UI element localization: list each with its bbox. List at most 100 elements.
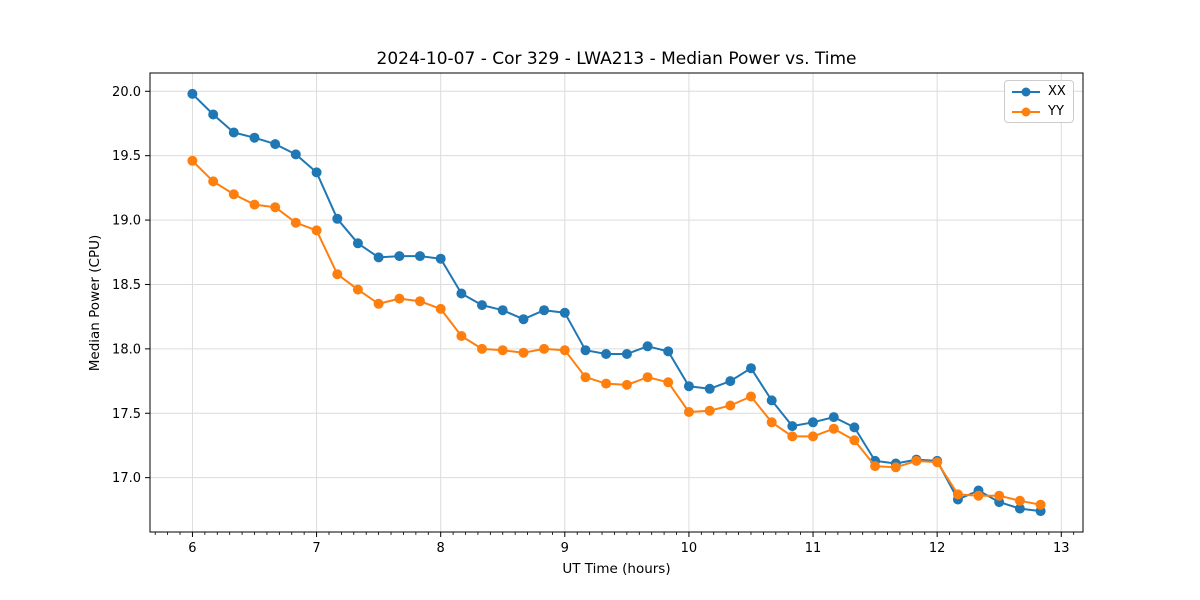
data-point: [663, 377, 674, 388]
data-point: [601, 378, 612, 389]
x-tick-label: 12: [929, 541, 946, 556]
data-point: [187, 88, 198, 99]
data-point: [435, 253, 446, 264]
data-point: [497, 345, 508, 356]
plot-border: [149, 72, 1084, 533]
data-point: [849, 435, 860, 446]
data-point: [663, 346, 674, 357]
legend-item-XX: XX: [1011, 82, 1073, 102]
data-point: [187, 155, 198, 166]
data-point: [270, 139, 281, 150]
data-point: [477, 343, 487, 354]
x-tick-label: 10: [681, 541, 698, 556]
data-point: [621, 379, 632, 390]
data-point: [518, 314, 529, 325]
data-point: [932, 457, 943, 468]
data-point: [352, 284, 363, 295]
data-point: [704, 383, 715, 394]
data-point: [373, 252, 384, 263]
data-point: [415, 251, 425, 262]
data-point: [621, 349, 632, 359]
data-point: [746, 391, 756, 402]
y-tick-label: 20.0: [112, 85, 141, 100]
data-point: [766, 417, 777, 428]
legend-line-marker-icon: [1012, 87, 1040, 96]
data-point: [394, 251, 405, 262]
data-point: [683, 407, 694, 417]
y-tick-label: 17.0: [112, 471, 141, 486]
data-point: [911, 455, 922, 466]
series-markers-YY: [187, 155, 1046, 510]
x-tick-label: 11: [805, 541, 822, 556]
x-tick-label: 8: [437, 541, 445, 556]
data-point: [559, 307, 570, 318]
data-point: [580, 372, 591, 383]
data-point: [208, 109, 219, 120]
data-point: [890, 462, 901, 473]
data-point: [270, 202, 281, 213]
data-point: [373, 298, 384, 309]
y-tick-label: 18.5: [112, 278, 141, 293]
data-point: [725, 400, 736, 411]
data-point: [683, 381, 694, 392]
data-point: [808, 431, 818, 442]
y-axis-label: Median Power (CPU): [87, 234, 103, 372]
data-point: [228, 189, 239, 200]
data-point: [828, 423, 839, 434]
chart-title: 2024-10-07 - Cor 329 - LWA213 - Median P…: [376, 49, 857, 69]
data-point: [332, 213, 343, 224]
x-tick-label: 13: [1053, 541, 1070, 556]
data-point: [394, 293, 405, 304]
legend-label-YY: YY: [1048, 104, 1064, 119]
x-axis-label: UT Time (hours): [562, 561, 671, 577]
data-point: [228, 127, 239, 138]
data-point: [849, 422, 860, 433]
data-point: [601, 349, 612, 359]
data-point: [311, 167, 322, 178]
data-point: [249, 199, 260, 210]
legend-item-YY: YY: [1011, 102, 1073, 122]
data-point: [952, 489, 963, 500]
data-point: [746, 363, 756, 374]
data-point: [870, 461, 881, 472]
data-point: [1035, 499, 1046, 510]
data-point: [249, 132, 260, 143]
data-point: [539, 343, 550, 354]
data-point: [208, 176, 219, 187]
x-tick-label: 6: [188, 541, 196, 556]
y-tick-label: 19.0: [112, 214, 141, 229]
y-tick-label: 19.5: [112, 149, 141, 164]
data-point: [642, 341, 653, 352]
data-point: [766, 395, 777, 406]
series-line-YY: [191, 160, 1041, 506]
data-point: [704, 405, 715, 416]
data-point: [973, 490, 984, 501]
data-point: [352, 238, 363, 249]
data-point: [477, 300, 487, 311]
data-point: [518, 347, 529, 358]
legend: XX YY: [1004, 80, 1074, 123]
data-point: [559, 345, 570, 356]
data-point: [332, 269, 343, 280]
data-point: [808, 417, 818, 428]
data-point: [725, 376, 736, 387]
data-point: [1014, 503, 1025, 514]
data-point: [415, 296, 425, 307]
x-tick-label: 7: [312, 541, 320, 556]
data-point: [456, 331, 467, 341]
data-point: [787, 431, 798, 442]
x-tick-label: 9: [561, 541, 569, 556]
data-point: [787, 421, 798, 432]
data-point: [1014, 495, 1025, 506]
data-point: [828, 412, 839, 423]
data-point: [580, 345, 591, 356]
y-tick-label: 18.0: [112, 342, 141, 357]
data-point: [456, 288, 467, 299]
series-line-XX: [191, 93, 1041, 513]
legend-line-marker-icon: [1012, 107, 1040, 116]
data-point: [311, 225, 322, 236]
data-point: [497, 305, 508, 316]
data-point: [290, 217, 301, 228]
